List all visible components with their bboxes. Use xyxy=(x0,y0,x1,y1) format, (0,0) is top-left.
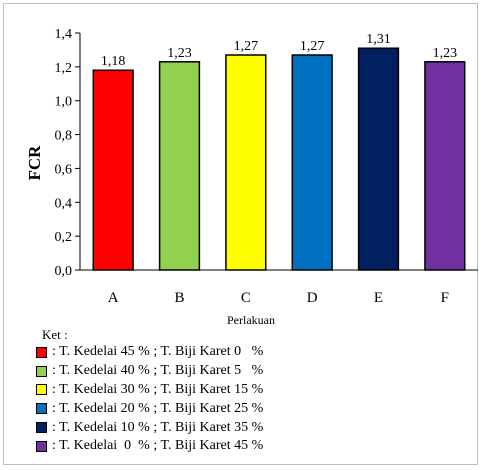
bar-chart: 0,0 0,2 0,4 0,6 0,8 1,0 1,2 1,4 1,18 A 1,23 B 1,27 C… xyxy=(25,27,478,327)
legend-label: : T. Kedelai 0 % ; T. Biji Karet 45 % xyxy=(52,438,264,454)
legend-item: : T. Kedelai 20 % ; T. Biji Karet 25 % xyxy=(36,399,263,418)
legend-label: : T. Kedelai 20 % ; T. Biji Karet 25 % xyxy=(52,400,264,416)
legend: : T. Kedelai 45 % ; T. Biji Karet 0 % : T… xyxy=(36,343,263,456)
x-tick-label-A: A xyxy=(108,290,119,306)
data-label-A: 1,18 xyxy=(101,54,126,69)
bar-A xyxy=(92,69,134,271)
legend-swatch xyxy=(36,384,47,396)
bar-B xyxy=(158,61,201,271)
x-axis-label: Perlakuan xyxy=(227,313,275,327)
legend-swatch xyxy=(36,440,47,452)
y-tick-label: 1,0 xyxy=(55,95,73,110)
y-tick-label: 0,6 xyxy=(55,162,73,177)
y-tick-label: 1,4 xyxy=(55,27,73,42)
legend-swatch xyxy=(36,365,47,377)
legend-label: : T. Kedelai 45 % ; T. Biji Karet 0 % xyxy=(52,344,264,360)
label-group: 1,18 A 1,23 B 1,27 C 1,27 D 1,31 E 1,23 F xyxy=(101,32,457,306)
data-label-D: 1,27 xyxy=(300,39,325,54)
legend-item: : T. Kedelai 40 % ; T. Biji Karet 5 % xyxy=(36,362,263,381)
legend-item: : T. Kedelai 0 % ; T. Biji Karet 45 % xyxy=(36,437,263,456)
x-tick-label-F: F xyxy=(441,290,449,306)
legend-swatch xyxy=(36,346,47,358)
x-tick-label-E: E xyxy=(374,290,383,306)
legend-label: : T. Kedelai 10 % ; T. Biji Karet 35 % xyxy=(52,419,264,435)
y-tick-label: 0,4 xyxy=(55,196,73,211)
x-tick-label-C: C xyxy=(241,290,251,306)
legend-item: : T. Kedelai 45 % ; T. Biji Karet 0 % xyxy=(36,343,263,362)
legend-label: : T. Kedelai 30 % ; T. Biji Karet 15 % xyxy=(52,381,264,397)
x-tick-label-B: B xyxy=(174,290,184,306)
bar-E xyxy=(357,47,400,271)
bar-group xyxy=(92,47,466,271)
data-label-F: 1,23 xyxy=(433,46,458,61)
legend-item: : T. Kedelai 10 % ; T. Biji Karet 35 % xyxy=(36,418,263,437)
legend-item: : T. Kedelai 30 % ; T. Biji Karet 15 % xyxy=(36,381,263,400)
legend-swatch xyxy=(36,422,47,434)
y-tick-label: 0,2 xyxy=(55,230,73,245)
y-tick-label: 1,2 xyxy=(55,61,73,76)
y-tick-label: 0,0 xyxy=(55,264,73,279)
legend-label: : T. Kedelai 40 % ; T. Biji Karet 5 % xyxy=(52,363,264,379)
x-tick-label-D: D xyxy=(307,290,318,306)
bar-D xyxy=(291,54,333,271)
data-label-E: 1,31 xyxy=(366,32,391,47)
bar-C xyxy=(225,54,267,271)
bar-F xyxy=(424,61,466,271)
y-axis-label: FCR xyxy=(25,145,44,181)
y-tick-label: 0,8 xyxy=(55,129,73,144)
chart-frame xyxy=(3,3,478,465)
legend-title: Ket : xyxy=(42,327,68,342)
data-label-B: 1,23 xyxy=(167,46,192,61)
legend-swatch xyxy=(36,403,47,415)
chart-axes: 0,0 0,2 0,4 0,6 0,8 1,0 1,2 1,4 xyxy=(55,27,478,279)
data-label-C: 1,27 xyxy=(234,39,259,54)
